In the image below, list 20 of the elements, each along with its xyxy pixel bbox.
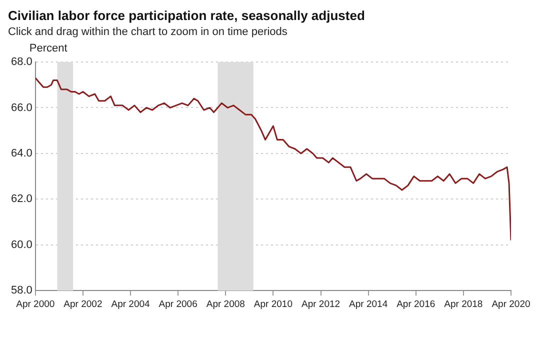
y-axis-title: Percent — [29, 42, 68, 55]
x-tick-label: Apr 2006 — [158, 298, 198, 310]
x-tick-label: Apr 2004 — [111, 298, 150, 310]
chart-subtitle: Click and drag within the chart to zoom in on time periods — [8, 26, 288, 38]
chart-title: Civilian labor force participation rate, seasonally adjusted — [8, 8, 366, 23]
x-tick-label: Apr 2018 — [444, 298, 483, 310]
y-tick-label: 62.0 — [10, 193, 32, 206]
y-tick-label: 68.0 — [10, 56, 32, 68]
x-tick-label: Apr 2010 — [254, 298, 292, 310]
x-tick-label: Apr 2012 — [301, 298, 340, 310]
x-tick-label: Apr 2000 — [16, 298, 55, 310]
x-tick-label: Apr 2016 — [396, 298, 436, 310]
x-tick-label: Apr 2008 — [206, 298, 245, 310]
y-tick-label: 58.0 — [10, 284, 32, 297]
x-tick-label: Apr 2002 — [64, 298, 102, 310]
y-tick-label: 66.0 — [10, 102, 32, 114]
y-tick-label: 60.0 — [10, 238, 32, 251]
x-tick-label: Apr 2020 — [492, 298, 530, 310]
y-tick-label: 64.0 — [10, 147, 32, 160]
x-tick-label: Apr 2014 — [349, 298, 388, 310]
